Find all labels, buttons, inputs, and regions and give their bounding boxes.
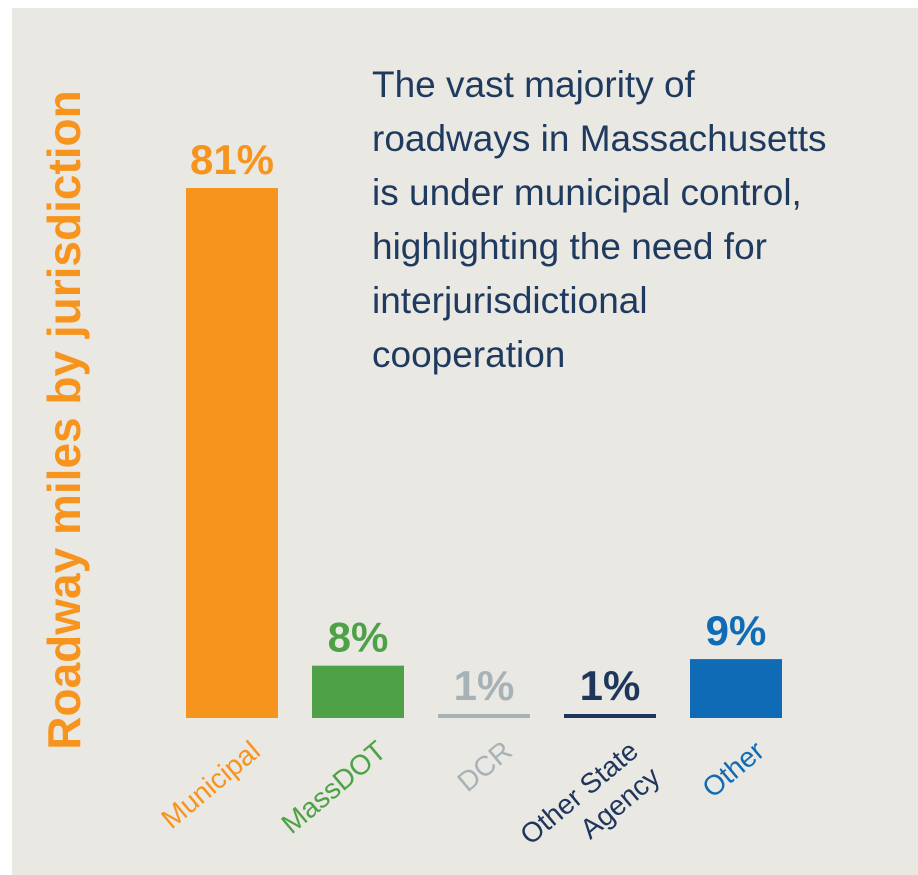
y-axis-label: Roadway miles by jurisdiction [38, 90, 90, 750]
data-label: 9% [706, 607, 767, 654]
data-label: 1% [580, 662, 641, 709]
data-label: 1% [454, 662, 515, 709]
bars [186, 188, 782, 718]
bar [564, 714, 656, 718]
bar [690, 659, 782, 718]
data-label: 81% [190, 136, 274, 183]
data-label: 8% [328, 614, 389, 661]
bar [186, 188, 278, 718]
bar [312, 665, 404, 718]
data-labels: 81% 8% 1% 1% 9% [190, 136, 766, 709]
bar [438, 714, 530, 718]
annotation-line: highlighting the need for [372, 226, 767, 267]
annotation-text: The vast majority of roadways in Massachu… [372, 58, 912, 382]
chart-background [12, 8, 918, 875]
annotation-line: cooperation [372, 334, 566, 375]
annotation-line: is under municipal control, [372, 172, 802, 213]
annotation-line: The vast majority of [372, 64, 695, 105]
annotation-line: interjurisdictional [372, 280, 648, 321]
annotation-line: roadways in Massachusetts [372, 118, 827, 159]
